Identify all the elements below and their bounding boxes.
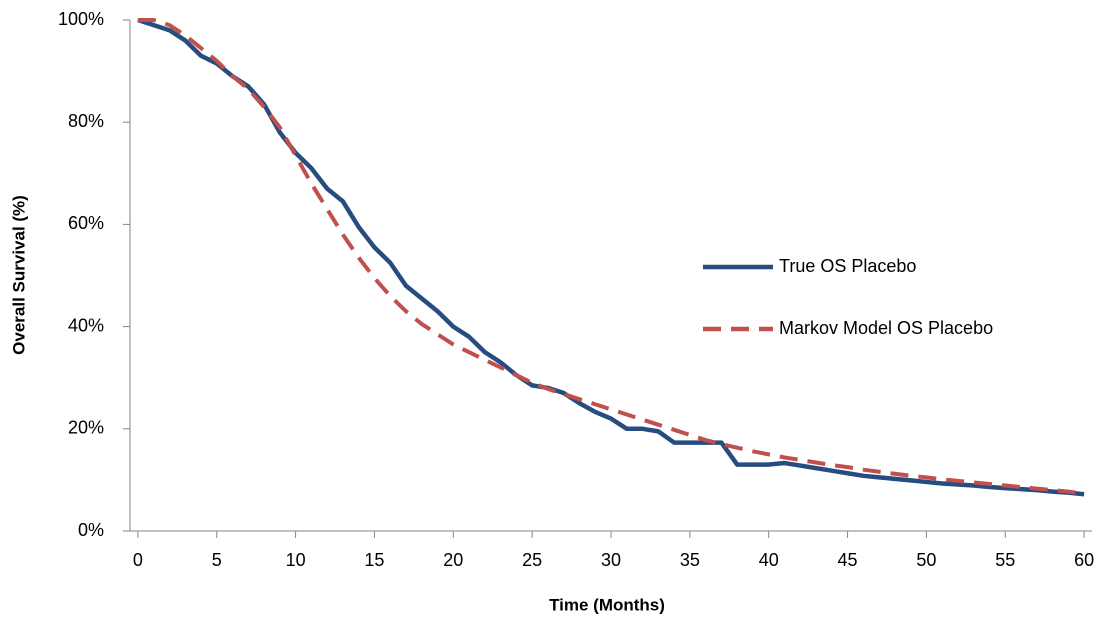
legend-label: Markov Model OS Placebo <box>779 318 993 338</box>
x-tick-label: 20 <box>443 550 463 570</box>
x-tick-label: 25 <box>522 550 542 570</box>
y-tick-label: 100% <box>58 9 104 29</box>
x-tick-label: 45 <box>838 550 858 570</box>
x-tick-label: 5 <box>212 550 222 570</box>
x-axis-title: Time (Months) <box>549 595 665 614</box>
y-tick-label: 60% <box>68 213 104 233</box>
x-tick-label: 30 <box>601 550 621 570</box>
series-line <box>137 17 1085 497</box>
x-tick-label: 10 <box>286 550 306 570</box>
y-tick-label: 0% <box>78 520 104 540</box>
y-tick-label: 20% <box>68 418 104 438</box>
legend-label: True OS Placebo <box>779 256 916 276</box>
x-tick-label: 40 <box>759 550 779 570</box>
x-tick-label: 60 <box>1074 550 1094 570</box>
series-line <box>137 18 1085 496</box>
y-tick-label: 40% <box>68 315 104 335</box>
x-tick-label: 50 <box>916 550 936 570</box>
y-tick-label: 80% <box>68 111 104 131</box>
x-tick-label: 0 <box>133 550 143 570</box>
x-tick-label: 55 <box>995 550 1015 570</box>
y-axis-title: Overall Survival (%) <box>9 195 28 355</box>
x-tick-label: 15 <box>364 550 384 570</box>
x-tick-label: 35 <box>680 550 700 570</box>
